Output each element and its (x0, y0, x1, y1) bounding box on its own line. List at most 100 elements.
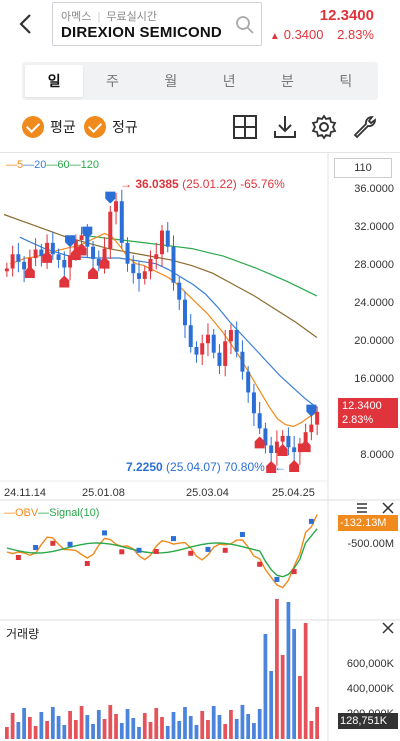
candle-body (119, 201, 124, 243)
volume-bar (263, 634, 268, 739)
price-tick: 20.0000 (354, 335, 394, 347)
volume-label: 거래량 (6, 627, 40, 641)
candle-body (194, 347, 199, 355)
volume-bar (183, 707, 187, 739)
sell-signal-icon (99, 256, 110, 269)
volume-bar (154, 708, 159, 739)
candle-body (91, 246, 96, 259)
current-price-tag: 12.3400 2.83% (338, 398, 398, 428)
obv-line (6, 514, 318, 589)
volume-bar (194, 725, 199, 739)
chart-canvas[interactable] (0, 153, 400, 741)
volume-bar (229, 710, 233, 739)
volume-bar (200, 711, 205, 739)
obv-signal-marker (274, 576, 280, 582)
period-input[interactable]: 110 (334, 158, 392, 178)
candle-body (205, 334, 210, 344)
low-annotation: 7.2250 (25.04.07) 70.80% ← (126, 460, 286, 474)
volume-bar (240, 705, 245, 739)
obv-signal-marker (308, 518, 314, 524)
candle-body (137, 273, 142, 279)
price-tick: 16.0000 (354, 373, 394, 385)
volume-bar (223, 724, 228, 739)
volume-bar (114, 714, 118, 739)
volume-bar (257, 709, 262, 739)
candle-body (45, 242, 50, 257)
volume-bar (45, 721, 49, 739)
candle-body (114, 201, 119, 212)
volume-bar (160, 717, 164, 739)
candle-body (217, 352, 222, 366)
candle-body (27, 258, 32, 270)
volume-bar (102, 719, 107, 739)
high-annotation: → 36.0385 (25.01.22) -65.76% (120, 177, 285, 191)
candle-body (68, 255, 73, 268)
candle-body (263, 428, 268, 446)
wrench-icon[interactable] (352, 114, 378, 140)
exchange-label: 아멕스 (61, 11, 92, 23)
ma5-line (10, 232, 318, 428)
volume-bar (292, 629, 297, 739)
ma120-line (3, 213, 318, 338)
obv-signal-marker (257, 561, 263, 567)
volume-bar (171, 712, 176, 739)
volume-bar (108, 705, 113, 739)
low-detail: (25.04.07) 70.80% (166, 460, 265, 474)
obv-signal-marker (222, 547, 228, 553)
signal-label: Signal(10) (49, 507, 100, 519)
candle-body (315, 411, 320, 425)
tab-year[interactable]: 년 (222, 73, 236, 89)
menu-icon[interactable] (356, 502, 368, 514)
chart-area[interactable]: —5—20—60—120 110 36.0000 32.0000 28.0000… (0, 152, 400, 741)
volume-bar (33, 726, 38, 739)
candle-body (142, 271, 147, 279)
candle-body (16, 254, 21, 262)
candle-body (240, 351, 245, 372)
candle-body (96, 258, 101, 266)
search-icon[interactable] (235, 15, 255, 35)
obv-signal-marker (205, 546, 211, 552)
close-icon[interactable] (382, 502, 394, 514)
volume-bar (68, 711, 72, 739)
grid-layout-icon[interactable] (232, 114, 258, 140)
date-tick: 24.11.14 (4, 487, 47, 499)
volume-bar (137, 727, 141, 739)
volume-bar (131, 718, 136, 739)
price-tick: 28.0000 (354, 259, 394, 271)
low-value: 7.2250 (126, 460, 163, 474)
volume-bar (165, 726, 170, 739)
sell-signal-icon (300, 440, 311, 453)
volume-bar (119, 723, 124, 739)
sell-signal-icon (277, 443, 288, 456)
legend-ma5: 5 (17, 159, 24, 171)
obv-signal-marker (84, 561, 90, 566)
close-icon[interactable] (382, 622, 394, 634)
obv-signal-marker (15, 555, 21, 560)
buy-signal-icon (82, 226, 93, 239)
legend-dash: — (23, 159, 35, 171)
tab-week[interactable]: 주 (106, 73, 119, 89)
volume-bar (50, 707, 55, 739)
stock-search-box[interactable]: 아멕스 | 무료실시간 DIREXION SEMICOND (52, 2, 262, 46)
download-icon[interactable] (272, 114, 298, 140)
settings-gear-icon[interactable] (311, 114, 337, 140)
regular-checkbox[interactable]: 정규 (84, 116, 138, 138)
price-tick: 24.0000 (354, 297, 394, 309)
tab-tick[interactable]: 틱 (339, 73, 353, 89)
legend-dash: — (6, 159, 17, 171)
back-arrow-icon[interactable] (14, 12, 38, 36)
volume-tick: 400,000K (346, 683, 394, 695)
candle-body (246, 371, 251, 393)
sell-signal-icon (254, 436, 265, 449)
current-price: 12.3400 (319, 7, 374, 24)
tab-month[interactable]: 월 (164, 73, 178, 89)
candle-body (223, 341, 228, 366)
candle-body (177, 282, 182, 300)
volume-bar (5, 727, 9, 739)
check-icon (84, 116, 106, 138)
candle-body (22, 261, 27, 270)
tab-minute[interactable]: 분 (281, 73, 294, 89)
tab-day[interactable]: 일 (25, 65, 84, 97)
obv-signal-marker (153, 549, 159, 554)
avg-checkbox[interactable]: 평균 (22, 116, 76, 138)
